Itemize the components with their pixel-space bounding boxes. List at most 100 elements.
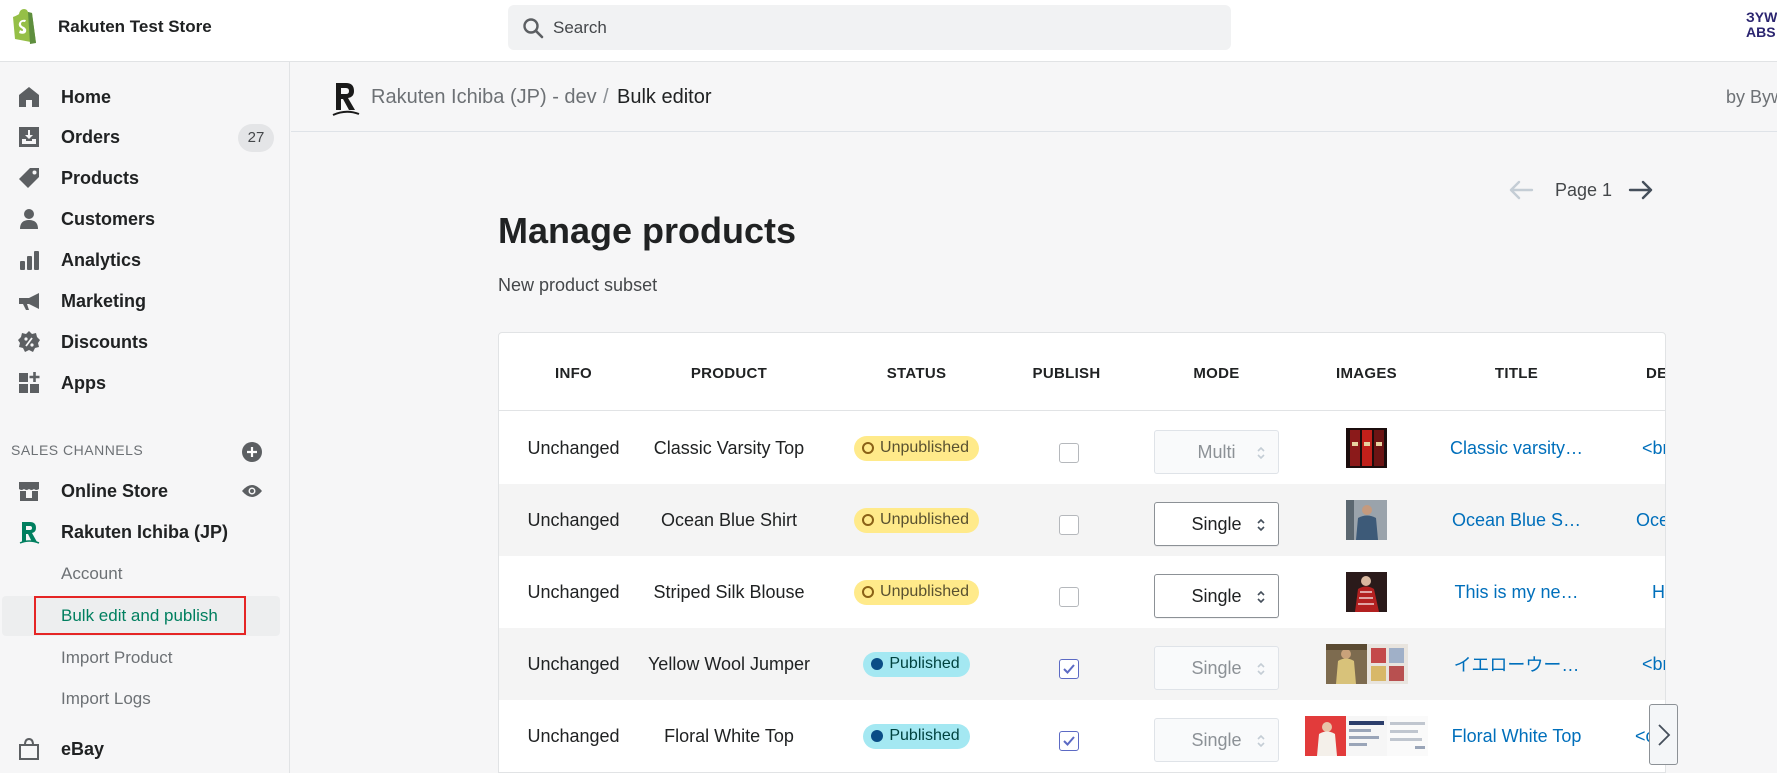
avatar-text-bottom: ABS — [1746, 24, 1776, 40]
next-page-icon[interactable] — [1628, 178, 1654, 202]
product-thumbnail[interactable] — [1346, 572, 1387, 612]
avatar-text-top: ЗYW — [1746, 10, 1777, 25]
chevron-right-icon — [1658, 724, 1671, 746]
megaphone-icon — [19, 293, 39, 310]
sidebar-item-customers[interactable]: Customers — [0, 200, 290, 238]
select-chevron-icon — [1257, 446, 1265, 460]
description-link[interactable]: <br — [1642, 653, 1666, 674]
sidebar-subitem-account[interactable]: Account — [61, 564, 123, 583]
description-link[interactable]: H — [1652, 581, 1665, 602]
sidebar-item-label: Products — [61, 168, 140, 188]
status-cell: Unpublished — [829, 484, 1004, 556]
sidebar-item-analytics[interactable]: Analytics — [0, 241, 290, 279]
column-header-info: INFO — [554, 365, 593, 382]
page-subtitle: New product subset — [498, 275, 658, 295]
orders-icon — [19, 127, 39, 147]
discount-icon — [18, 331, 40, 352]
sidebar-item-online-store[interactable]: Online Store — [0, 472, 290, 510]
sidebar-item-label: Home — [61, 87, 112, 107]
page-title: Manage products — [498, 210, 797, 251]
product-thumbnail[interactable] — [1346, 716, 1387, 756]
info-cell: Unchanged — [527, 725, 620, 746]
top-bar: Rakuten Test Store Search ЗYW ABS — [0, 0, 1777, 62]
highlight-box — [34, 596, 246, 635]
description-link[interactable]: Oce — [1636, 509, 1666, 530]
publish-checkbox[interactable] — [1059, 515, 1079, 535]
product-thumbnail[interactable] — [1346, 500, 1387, 540]
sidebar-item-label: eBay — [61, 739, 105, 759]
table-header: INFO PRODUCT STATUS PUBLISH MODE IMAGES … — [499, 333, 1666, 411]
sidebar-item-label: Marketing — [61, 291, 147, 311]
search-bar[interactable]: Search — [508, 5, 1231, 50]
title-link[interactable]: イエローウー… — [1453, 655, 1580, 675]
store-name[interactable]: Rakuten Test Store — [58, 17, 212, 36]
status-cell: Unpublished — [829, 412, 1004, 484]
view-online-store-icon[interactable] — [241, 483, 263, 499]
sidebar-item-orders[interactable]: Orders 27 — [0, 118, 290, 156]
table-row: Unchanged Classic Varsity Top Unpublishe… — [499, 412, 1666, 484]
breadcrumb-separator: / — [603, 86, 609, 108]
product-name: Yellow Wool Jumper — [647, 653, 811, 674]
sidebar-item-label: Rakuten Ichiba (JP) — [61, 522, 229, 542]
publish-checkbox[interactable] — [1059, 731, 1079, 751]
sidebar-subitem-label: Bulk edit and publish — [61, 606, 218, 625]
publish-checkbox[interactable] — [1059, 587, 1079, 607]
product-thumbnail[interactable] — [1366, 644, 1408, 684]
column-header-description: DE — [1646, 365, 1666, 382]
product-thumbnail[interactable] — [1387, 716, 1428, 756]
images-cell — [1304, 556, 1429, 628]
sidebar-item-marketing[interactable]: Marketing — [0, 282, 290, 320]
add-channel-icon[interactable] — [242, 442, 262, 462]
sidebar-item-ebay[interactable]: eBay — [0, 730, 290, 768]
sidebar-item-products[interactable]: Products — [0, 159, 290, 197]
sidebar-item-home[interactable]: Home — [0, 78, 290, 116]
person-icon — [20, 209, 38, 229]
checkmark-icon — [1063, 664, 1075, 674]
orders-count-badge: 27 — [238, 124, 274, 152]
sidebar-subitem-import-product[interactable]: Import Product — [61, 648, 173, 667]
title-cell: Classic varsity… — [1429, 412, 1604, 484]
title-cell: イエローウー… — [1429, 628, 1604, 700]
sidebar-subitem-import-logs[interactable]: Import Logs — [61, 689, 151, 708]
scroll-right-button[interactable] — [1649, 704, 1678, 765]
product-thumbnail[interactable] — [1346, 428, 1387, 468]
product-name: Ocean Blue Shirt — [660, 509, 798, 530]
description-link[interactable]: <br — [1642, 437, 1666, 458]
shopify-logo-icon[interactable] — [10, 9, 40, 45]
mode-select[interactable]: Single — [1154, 502, 1279, 546]
search-input[interactable]: Search — [553, 18, 607, 37]
app-author: by Byw — [1726, 87, 1777, 107]
mode-select[interactable]: Single — [1154, 646, 1279, 690]
title-link[interactable]: This is my ne… — [1454, 581, 1579, 602]
breadcrumb-app[interactable]: Rakuten Ichiba (JP) - dev — [371, 86, 597, 108]
sidebar-subitem-bulk-edit[interactable]: Bulk edit and publish — [2, 596, 280, 636]
title-cell: Floral White Top — [1429, 700, 1604, 772]
product-thumbnail[interactable] — [1305, 716, 1346, 756]
status-cell: Published — [829, 628, 1004, 700]
title-link[interactable]: Classic varsity… — [1449, 437, 1583, 458]
table-row: Unchanged Yellow Wool Jumper Published S… — [499, 628, 1666, 700]
title-link[interactable]: Ocean Blue S… — [1451, 509, 1582, 530]
publish-checkbox[interactable] — [1059, 443, 1079, 463]
previous-page-icon[interactable] — [1508, 178, 1534, 202]
sales-channels-heading: SALES CHANNELS — [11, 442, 144, 458]
publish-checkbox[interactable] — [1059, 659, 1079, 679]
column-header-mode: MODE — [1193, 365, 1240, 382]
column-header-title: TITLE — [1494, 365, 1539, 382]
mode-select[interactable]: Multi — [1154, 430, 1279, 474]
breadcrumb-current-page: Bulk editor — [617, 86, 712, 108]
thumbnail-group — [1325, 644, 1408, 684]
sidebar-item-rakuten[interactable]: Rakuten Ichiba (JP) — [0, 513, 290, 551]
sidebar-item-discounts[interactable]: Discounts — [0, 323, 290, 361]
product-thumbnail[interactable] — [1325, 644, 1367, 684]
rakuten-icon — [19, 522, 40, 544]
tag-icon — [19, 168, 39, 188]
title-link[interactable]: Floral White Top — [1451, 725, 1582, 746]
avatar[interactable]: ЗYW ABS — [1746, 10, 1777, 44]
mode-select[interactable]: Single — [1154, 718, 1279, 762]
mode-select[interactable]: Single — [1154, 574, 1279, 618]
sidebar-item-apps[interactable]: Apps — [0, 364, 290, 402]
info-cell: Unchanged — [527, 509, 620, 530]
info-cell: Unchanged — [527, 581, 620, 602]
mode-cell: Single — [1129, 484, 1304, 556]
